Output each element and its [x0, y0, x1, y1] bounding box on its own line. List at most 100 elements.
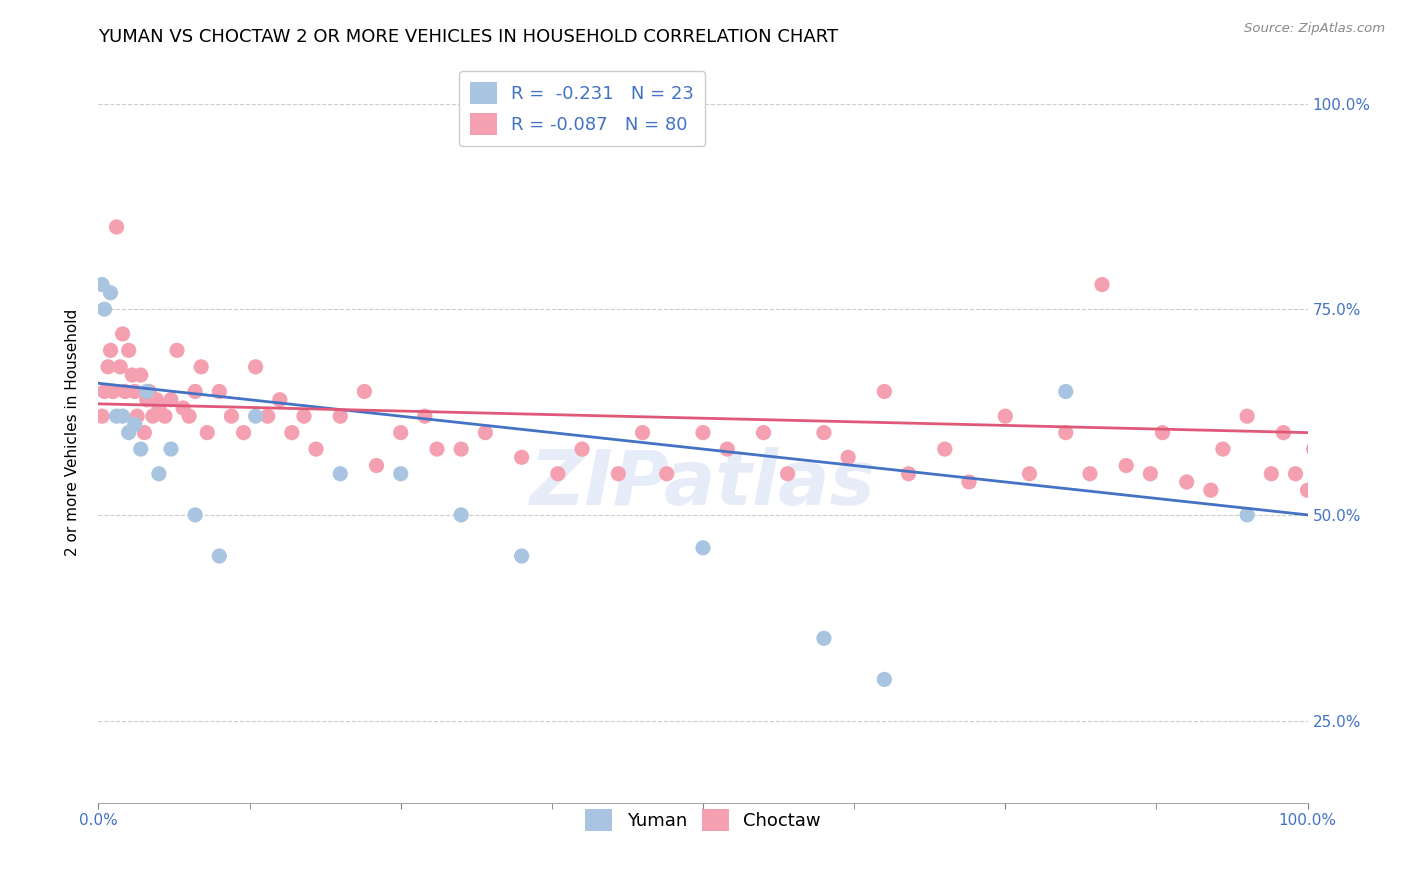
Point [934, 442, 956, 456]
Point [1212, 442, 1234, 456]
Point [256, 409, 278, 424]
Point [353, 384, 375, 399]
Point [1236, 508, 1258, 522]
Point [135, 392, 157, 407]
Point [129, 368, 152, 382]
Y-axis label: 2 or more Vehicles in Household: 2 or more Vehicles in Household [65, 309, 80, 557]
Point [101, 384, 124, 399]
Point [208, 549, 231, 563]
Point [1199, 483, 1222, 498]
Point [450, 442, 472, 456]
Point [510, 450, 533, 465]
Point [166, 343, 188, 358]
Point [1320, 508, 1343, 522]
Point [1302, 442, 1324, 456]
Point [1260, 467, 1282, 481]
Point [269, 392, 291, 407]
Point [426, 442, 449, 456]
Point [1139, 467, 1161, 481]
Point [752, 425, 775, 440]
Point [474, 425, 496, 440]
Point [631, 425, 654, 440]
Point [190, 359, 212, 374]
Point [129, 442, 152, 456]
Point [93, 384, 115, 399]
Point [127, 409, 149, 424]
Point [957, 475, 980, 489]
Point [135, 384, 157, 399]
Point [510, 549, 533, 563]
Point [1272, 425, 1295, 440]
Point [148, 467, 170, 481]
Point [813, 425, 835, 440]
Point [1152, 425, 1174, 440]
Point [138, 384, 160, 399]
Point [184, 508, 207, 522]
Point [994, 409, 1017, 424]
Point [134, 425, 156, 440]
Point [1078, 467, 1101, 481]
Point [93, 302, 115, 317]
Point [160, 392, 183, 407]
Point [413, 409, 436, 424]
Point [692, 425, 714, 440]
Point [1309, 491, 1331, 506]
Point [655, 467, 678, 481]
Point [111, 409, 134, 424]
Point [100, 285, 122, 300]
Point [873, 384, 896, 399]
Text: YUMAN VS CHOCTAW 2 OR MORE VEHICLES IN HOUSEHOLD CORRELATION CHART: YUMAN VS CHOCTAW 2 OR MORE VEHICLES IN H… [98, 28, 838, 45]
Point [118, 425, 141, 440]
Point [124, 417, 146, 432]
Point [105, 409, 128, 424]
Point [245, 359, 267, 374]
Point [1284, 467, 1306, 481]
Point [837, 450, 859, 465]
Point [329, 467, 352, 481]
Point [114, 384, 136, 399]
Point [172, 401, 194, 415]
Point [148, 401, 170, 415]
Point [153, 409, 176, 424]
Point [160, 442, 183, 456]
Point [184, 384, 207, 399]
Point [105, 219, 128, 234]
Point [571, 442, 593, 456]
Point [873, 673, 896, 687]
Point [179, 409, 201, 424]
Point [897, 467, 920, 481]
Text: ZIPatlas: ZIPatlas [530, 448, 876, 522]
Point [100, 343, 122, 358]
Legend: Yuman, Choctaw: Yuman, Choctaw [578, 802, 828, 838]
Point [245, 409, 267, 424]
Point [716, 442, 738, 456]
Point [1054, 425, 1077, 440]
Point [232, 425, 254, 440]
Point [547, 467, 569, 481]
Point [1296, 483, 1319, 498]
Point [195, 425, 218, 440]
Point [1115, 458, 1137, 473]
Point [1091, 277, 1114, 292]
Point [1018, 467, 1040, 481]
Point [292, 409, 315, 424]
Point [108, 359, 131, 374]
Point [145, 392, 167, 407]
Text: Source: ZipAtlas.com: Source: ZipAtlas.com [1244, 22, 1385, 36]
Point [1054, 384, 1077, 399]
Point [118, 343, 141, 358]
Point [124, 384, 146, 399]
Point [366, 458, 388, 473]
Point [389, 467, 412, 481]
Point [1175, 475, 1198, 489]
Point [121, 368, 143, 382]
Point [91, 409, 114, 424]
Point [607, 467, 630, 481]
Point [91, 277, 114, 292]
Point [1236, 409, 1258, 424]
Point [208, 384, 231, 399]
Point [281, 425, 304, 440]
Point [450, 508, 472, 522]
Point [97, 359, 120, 374]
Point [221, 409, 243, 424]
